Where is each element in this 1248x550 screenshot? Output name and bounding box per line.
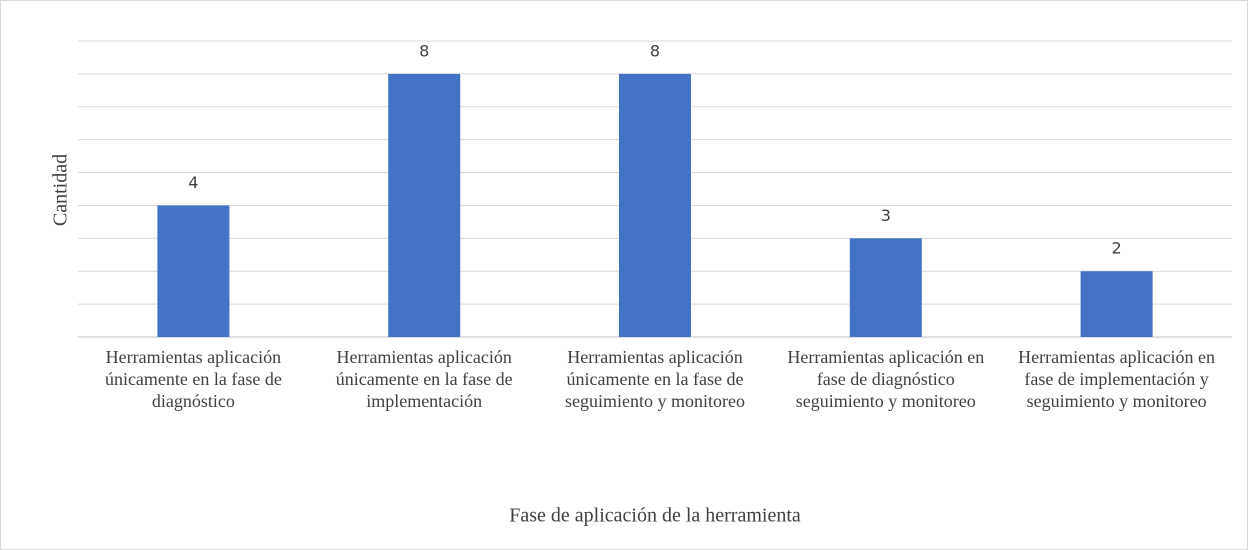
x-axis-label: Fase de aplicación de la herramienta	[509, 505, 801, 527]
data-label: 8	[650, 41, 660, 60]
x-tick-label: Herramientas aplicación en fase de imple…	[1018, 347, 1216, 411]
data-label: 2	[1112, 239, 1122, 258]
data-label: 8	[419, 41, 429, 60]
x-tick-label: Herramientas aplicación únicamente en la…	[335, 347, 513, 411]
bar	[157, 205, 230, 337]
bar	[1080, 271, 1153, 337]
data-label: 4	[188, 173, 198, 192]
x-tick-label: Herramientas aplicación en fase de diagn…	[787, 347, 985, 411]
bar	[619, 73, 691, 337]
bar	[849, 238, 922, 337]
x-tick-label: Herramientas aplicación únicamente en la…	[104, 347, 282, 411]
x-tick-label: Herramientas aplicación únicamente en la…	[565, 347, 745, 411]
bar	[388, 73, 461, 337]
data-label: 3	[881, 206, 891, 225]
y-axis-label: Cantidad	[50, 154, 72, 226]
